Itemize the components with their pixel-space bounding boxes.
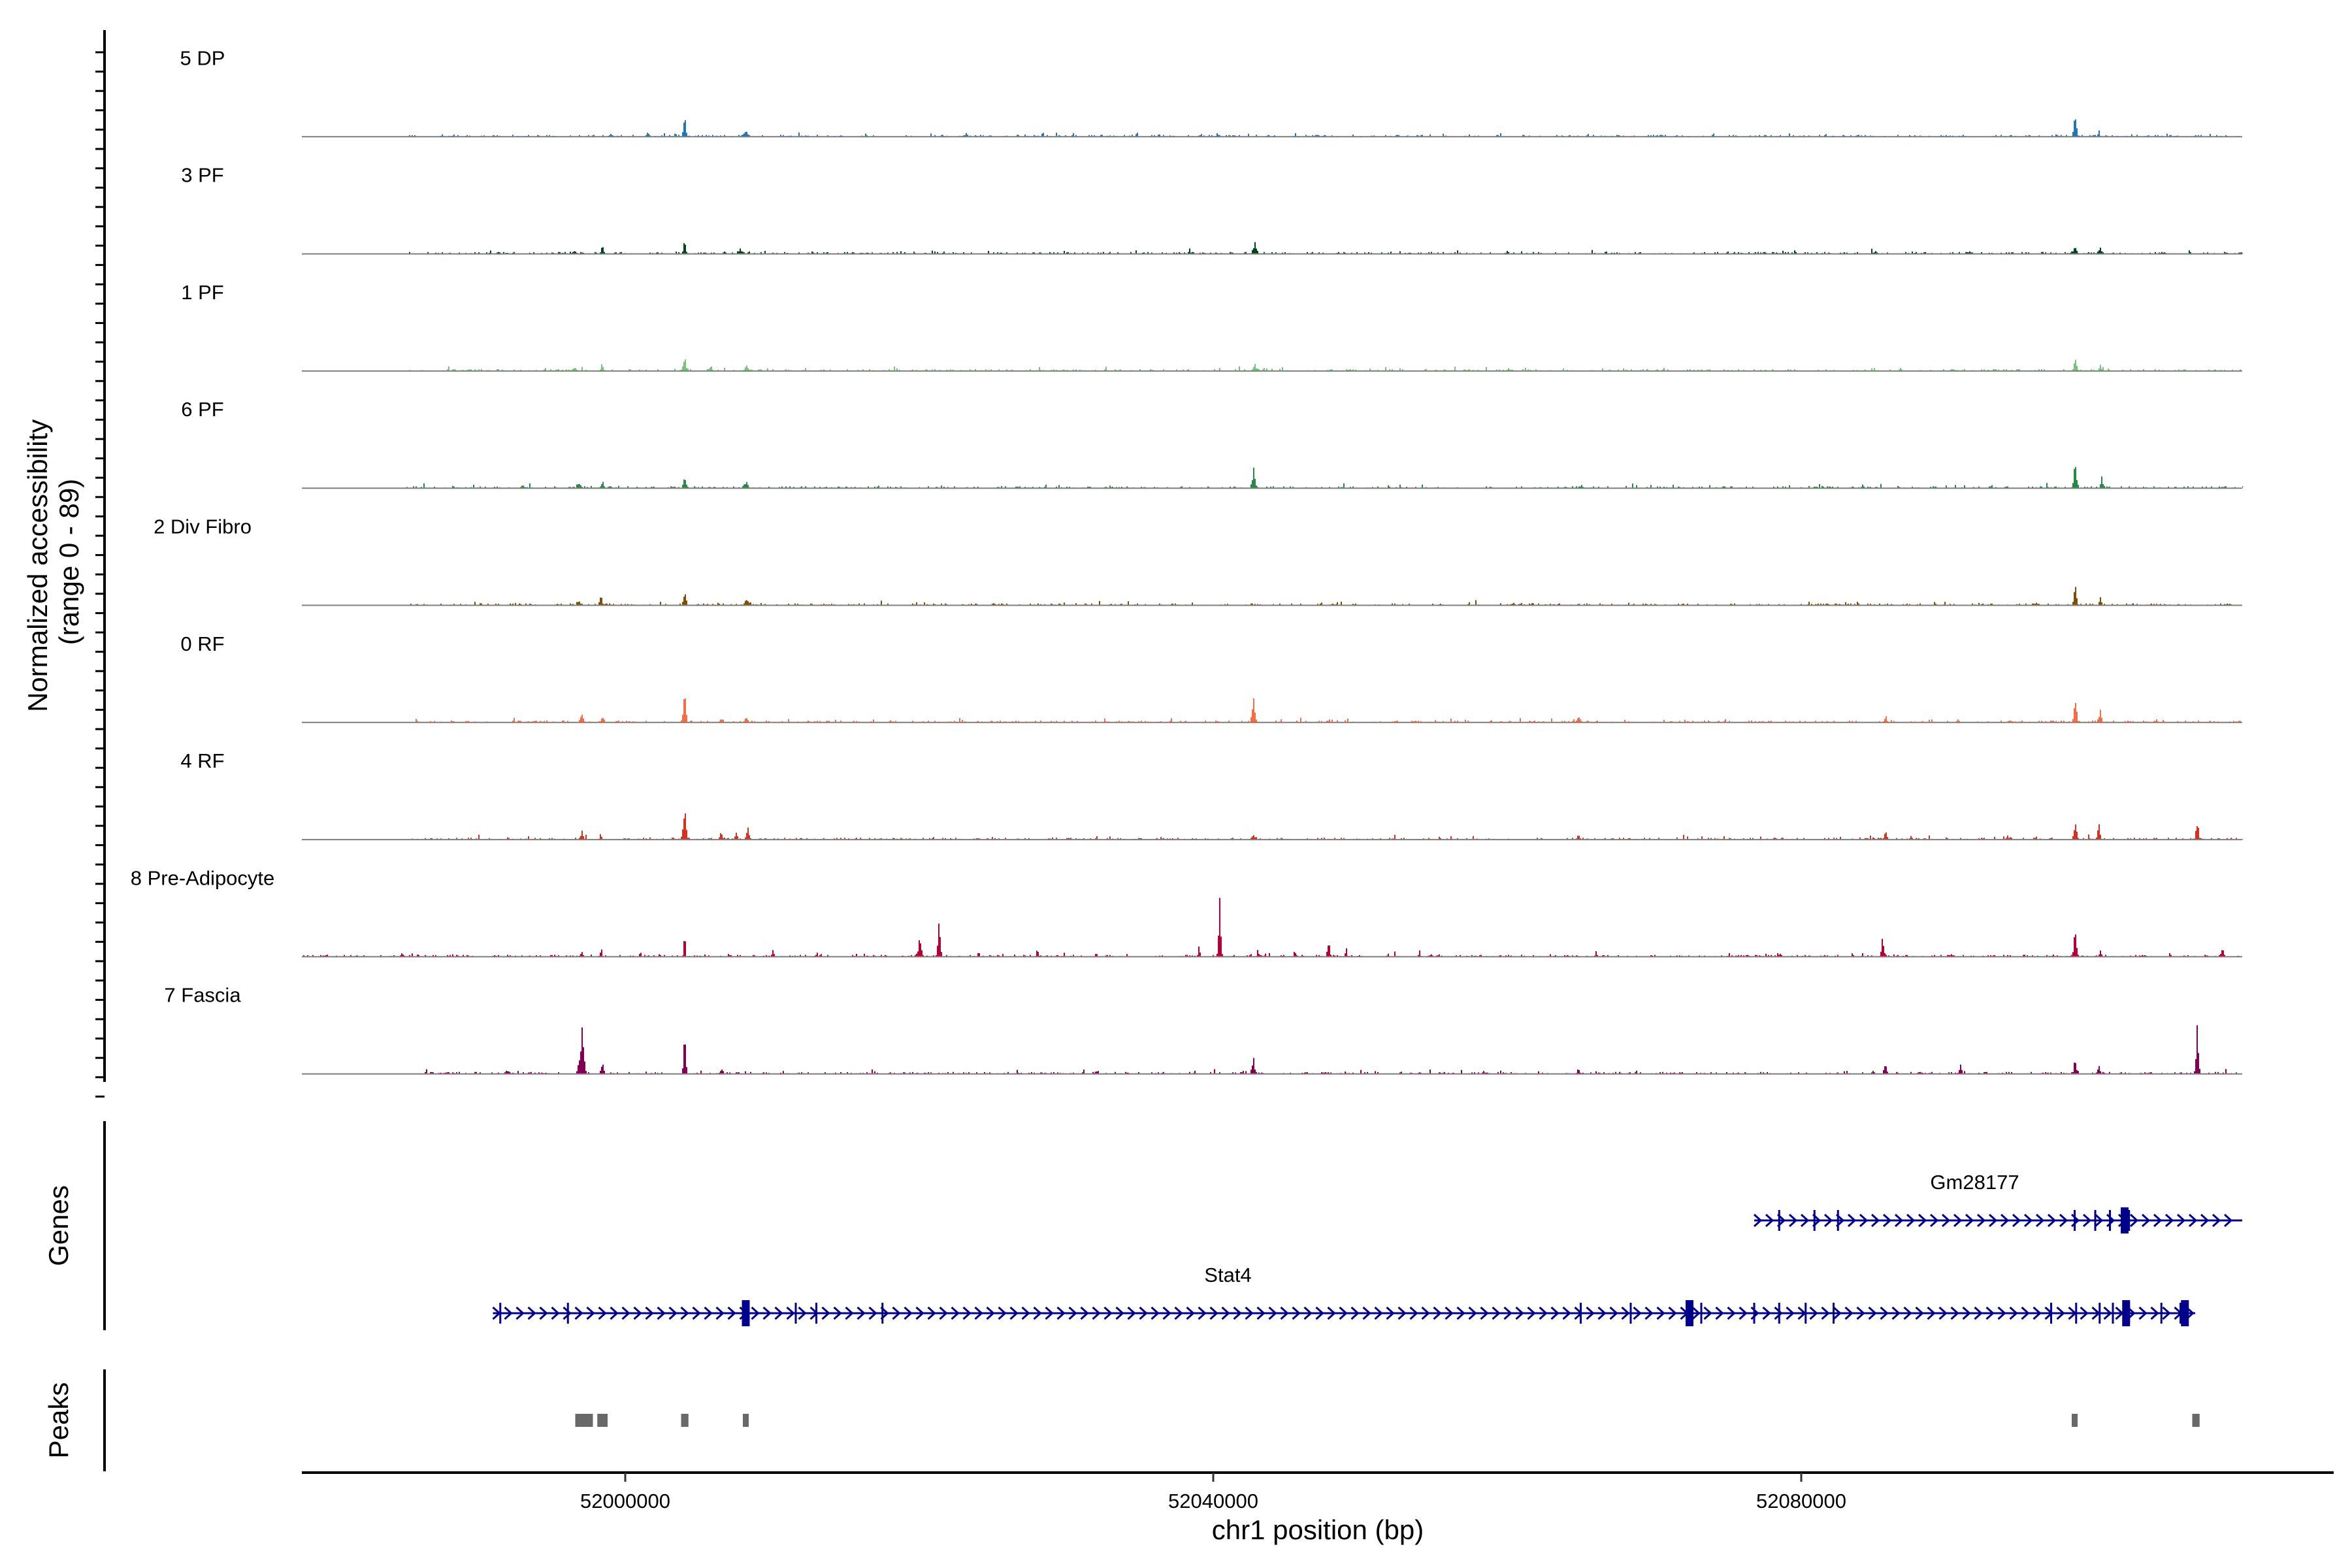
- exon: [2109, 1210, 2111, 1231]
- exon: [2095, 1210, 2097, 1231]
- exon: [2050, 1303, 2052, 1324]
- peak-region: [681, 1414, 689, 1427]
- peaks-panel-title: Peaks: [43, 1382, 74, 1459]
- exon: [815, 1303, 817, 1324]
- exon: [567, 1303, 569, 1324]
- track-label: 6 PF: [181, 398, 223, 421]
- peak-region: [743, 1414, 749, 1427]
- exon: [499, 1303, 501, 1324]
- coding-exon: [1686, 1300, 1693, 1326]
- peak-region: [2072, 1414, 2078, 1427]
- exon: [1630, 1303, 1632, 1324]
- coding-exon: [742, 1300, 750, 1326]
- track-label: 1 PF: [181, 281, 223, 304]
- track-label: 0 RF: [180, 632, 224, 655]
- exon: [2099, 1303, 2100, 1324]
- coding-exon: [2181, 1300, 2189, 1326]
- x-axis-title: chr1 position (bp): [1212, 1514, 1424, 1545]
- exon: [881, 1303, 883, 1324]
- exon: [1778, 1210, 1780, 1231]
- exon: [1778, 1303, 1780, 1324]
- track-label: 7 Fascia: [164, 984, 241, 1007]
- coverage-figure: 5 DP 3 PF 1 PF 6 PF 2 Div Fibro 0 RF 4 RF 8 Pre…: [0, 0, 2352, 1568]
- exon: [1833, 1303, 1835, 1324]
- coding-exon: [2122, 1300, 2130, 1326]
- track-label: 4 RF: [180, 749, 224, 772]
- exon: [1837, 1210, 1839, 1231]
- gene-label: Stat4: [1204, 1264, 1251, 1286]
- exon: [2074, 1210, 2076, 1231]
- exon: [2075, 1303, 2077, 1324]
- exon: [1754, 1303, 1756, 1324]
- track-label: 2 Div Fibro: [154, 515, 252, 538]
- genes-panel-title: Genes: [43, 1185, 74, 1266]
- exon: [2161, 1303, 2163, 1324]
- x-tick-label: 52000000: [580, 1490, 670, 1512]
- coding-exon: [2121, 1207, 2129, 1233]
- peak-region: [597, 1414, 608, 1427]
- exon: [1701, 1303, 1703, 1324]
- figure-background: [0, 0, 2352, 1568]
- exon: [1580, 1303, 1582, 1324]
- gene-label: Gm28177: [1930, 1171, 2019, 1194]
- exon: [795, 1303, 797, 1324]
- track-label: 3 PF: [181, 164, 223, 187]
- peak-region: [2193, 1414, 2200, 1427]
- exon: [2112, 1303, 2114, 1324]
- x-tick-label: 52080000: [1756, 1490, 1846, 1512]
- exon: [1814, 1210, 1816, 1231]
- peak-region: [576, 1414, 593, 1427]
- track-label: 5 DP: [180, 46, 225, 69]
- exon: [1805, 1303, 1806, 1324]
- x-tick-label: 52040000: [1168, 1490, 1258, 1512]
- track-label: 8 Pre-Adipocyte: [131, 866, 275, 889]
